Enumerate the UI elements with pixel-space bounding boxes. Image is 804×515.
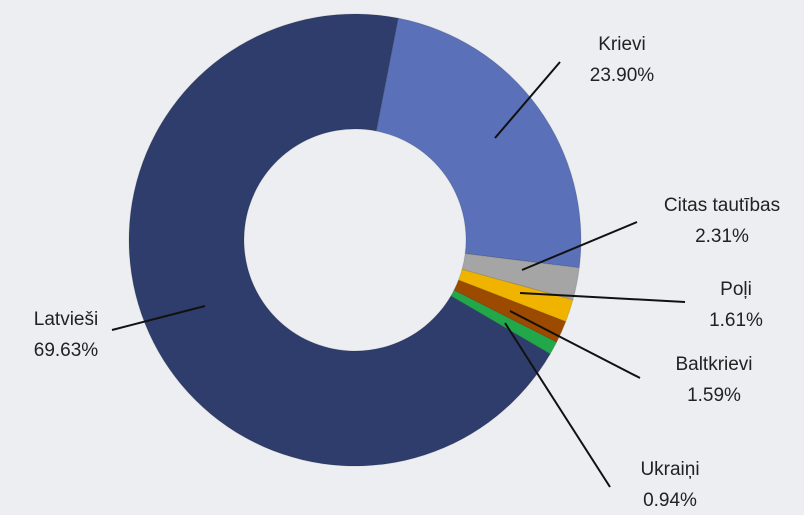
slice-label: Latvieši	[34, 309, 98, 330]
leader-line	[509, 310, 641, 379]
slice-value: 23.90%	[590, 65, 655, 86]
leader-line	[521, 221, 638, 271]
donut-slice	[128, 13, 551, 467]
slice-label: Krievi	[598, 34, 646, 55]
donut-slice	[450, 289, 558, 355]
slice-label: Baltkrievi	[675, 354, 752, 375]
donut-slice	[375, 17, 582, 269]
slice-value: 0.94%	[643, 490, 697, 511]
donut-slice	[453, 279, 567, 343]
slice-value: 2.31%	[695, 226, 749, 247]
slice-value: 1.59%	[687, 385, 741, 406]
leader-line	[519, 292, 686, 303]
slice-label: Ukraiņi	[640, 459, 699, 480]
leader-line	[494, 61, 561, 139]
slice-label: Poļi	[720, 279, 752, 300]
slice-value: 1.61%	[709, 310, 763, 331]
donut-slice	[461, 253, 580, 301]
donut-slice	[457, 268, 574, 323]
slice-label: Citas tautības	[664, 195, 780, 216]
slice-value: 69.63%	[34, 340, 99, 361]
leader-line	[504, 322, 611, 488]
leader-line	[111, 305, 206, 331]
